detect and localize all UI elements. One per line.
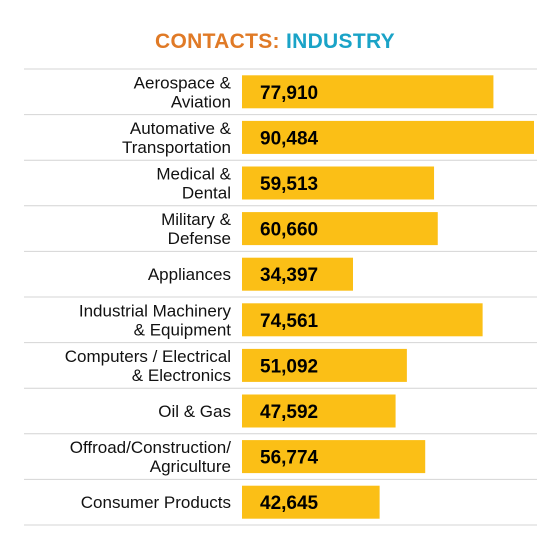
category-label-line: Military & bbox=[161, 210, 232, 229]
category-label: Appliances bbox=[148, 265, 231, 284]
bar-value-label: 60,660 bbox=[260, 220, 318, 241]
category-label-line: & Electronics bbox=[132, 366, 231, 385]
category-label-line: Dental bbox=[182, 184, 231, 203]
category-label-line: & Equipment bbox=[134, 320, 232, 339]
bar-value-label: 51,092 bbox=[260, 356, 318, 377]
bar-3 bbox=[242, 212, 438, 246]
bar-1 bbox=[242, 120, 534, 154]
bar-value-label: 34,397 bbox=[260, 265, 318, 286]
category-label-line: Offroad/Construction/ bbox=[70, 438, 232, 457]
category-label-line: Transportation bbox=[122, 138, 231, 157]
category-label-line: Appliances bbox=[148, 265, 231, 284]
category-label: Oil & Gas bbox=[158, 402, 231, 421]
category-label: Military & Defense bbox=[161, 210, 232, 248]
bar-4 bbox=[242, 257, 354, 291]
bar-value-label: 47,592 bbox=[260, 402, 318, 423]
bar-5 bbox=[242, 303, 483, 337]
bar-value-label: 77,910 bbox=[260, 83, 318, 104]
title-part-contacts: CONTACTS: bbox=[155, 30, 280, 53]
category-label-line: Oil & Gas bbox=[158, 402, 231, 421]
category-label: Aerospace & Aviation bbox=[134, 73, 232, 111]
category-label-line: Aviation bbox=[171, 92, 231, 111]
category-label: Consumer Products bbox=[81, 493, 231, 512]
bar-6 bbox=[242, 348, 407, 382]
category-label-line: Medical & bbox=[156, 165, 231, 184]
category-label-line: Automative & bbox=[130, 119, 232, 138]
bar-8 bbox=[242, 440, 426, 474]
bar-0 bbox=[242, 75, 494, 109]
bar-7 bbox=[242, 394, 396, 428]
category-label: Computers / Electrical & Electronics bbox=[65, 347, 231, 385]
category-label-line: Consumer Products bbox=[81, 493, 231, 512]
bar-value-label: 74,561 bbox=[260, 311, 319, 332]
bar-2 bbox=[242, 166, 435, 200]
bar-value-label: 42,645 bbox=[260, 493, 319, 514]
bar-value-label: 59,513 bbox=[260, 174, 318, 195]
bar-value-label: 56,774 bbox=[260, 448, 319, 469]
chart-title: CONTACTS: INDUSTRY bbox=[0, 30, 550, 54]
category-label-line: Agriculture bbox=[150, 457, 231, 476]
category-label: Offroad/Construction/Agriculture bbox=[70, 438, 232, 476]
category-label: Industrial Machinery & Equipment bbox=[79, 301, 232, 339]
category-label: Medical & Dental bbox=[156, 165, 231, 203]
bar-value-label: 90,484 bbox=[260, 128, 319, 149]
category-label-line: Industrial Machinery bbox=[79, 301, 232, 320]
category-label-line: Computers / Electrical bbox=[65, 347, 231, 366]
title-part-industry: INDUSTRY bbox=[285, 30, 395, 53]
bar-9 bbox=[242, 485, 380, 519]
category-label-line: Defense bbox=[168, 229, 231, 248]
category-label-line: Aerospace & bbox=[134, 73, 232, 92]
category-label: Automative & Transportation bbox=[122, 119, 232, 157]
